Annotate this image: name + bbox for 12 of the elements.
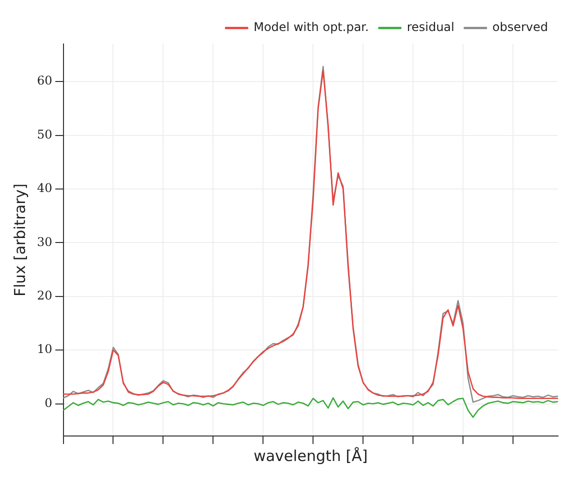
x-axis-title: wavelength [Å] xyxy=(254,446,368,465)
legend-label: observed xyxy=(492,20,548,34)
y-tick-label: 50 xyxy=(36,127,52,142)
y-tick-label: 10 xyxy=(36,342,52,356)
y-tick-label: 40 xyxy=(36,181,52,196)
legend-label: residual xyxy=(406,20,454,34)
y-tick-label: 0 xyxy=(44,396,52,410)
y-tick-label: 30 xyxy=(36,234,52,249)
legend-label: Model with opt.par. xyxy=(254,20,369,34)
y-axis-title: Flux [arbitrary] xyxy=(10,184,29,296)
y-tick-label: 20 xyxy=(36,288,52,303)
y-tick-label: 60 xyxy=(36,74,52,88)
